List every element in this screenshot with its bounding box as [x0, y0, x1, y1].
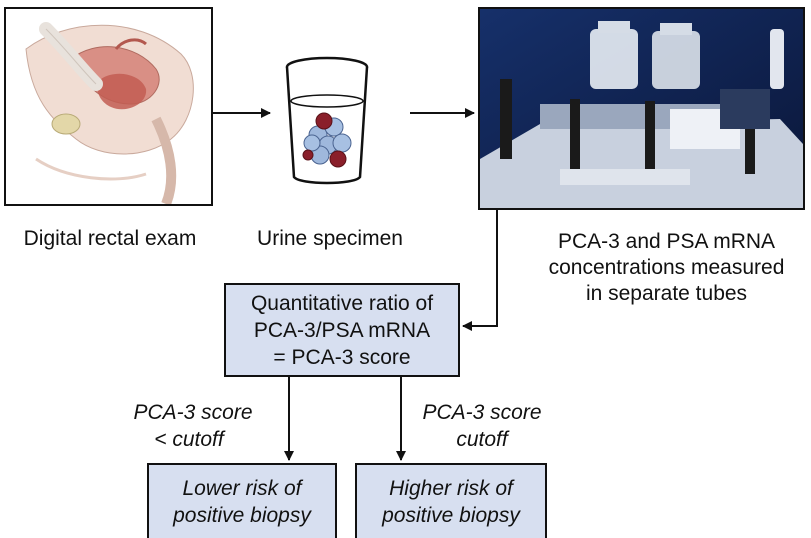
digital-rectal-exam-illustration [4, 7, 213, 206]
lab-measurement-caption: PCA-3 and PSA mRNA concentrations measur… [522, 229, 811, 307]
result-line: positive biopsy [173, 503, 311, 527]
result-line: Lower risk of [182, 476, 302, 500]
caption-line: PCA-3 and PSA mRNA [557, 230, 776, 253]
pca3-score-box: Quantitative ratio of PCA-3/PSA mRNA = P… [224, 283, 460, 377]
result-line: Higher risk of [389, 476, 513, 500]
condition-line: PCA-3 score [422, 401, 542, 424]
caption-line: concentrations measured [548, 256, 785, 279]
score-box-line: Quantitative ratio of [250, 291, 434, 315]
caption-line: in separate tubes [585, 282, 748, 305]
lower-risk-box: Lower risk of positive biopsy [147, 463, 337, 538]
high-branch-condition: PCA-3 score cutoff [402, 399, 562, 453]
higher-risk-box: Higher risk of positive biopsy [355, 463, 547, 538]
urine-specimen-cup-illustration [280, 55, 375, 190]
condition-line: < cutoff [154, 428, 224, 451]
score-box-line: PCA-3/PSA mRNA [253, 318, 431, 342]
digital-rectal-exam-caption: Digital rectal exam [23, 227, 197, 250]
urine-specimen-caption: Urine specimen [257, 227, 403, 250]
arrow-lab-to-score [462, 210, 498, 331]
low-branch-condition: PCA-3 score < cutoff [118, 399, 268, 453]
condition-line: PCA-3 score [133, 401, 253, 424]
result-line: positive biopsy [382, 503, 520, 527]
score-box-line: = PCA-3 score [273, 345, 411, 369]
condition-line: cutoff [456, 428, 508, 451]
lab-instrument-photo [478, 7, 805, 210]
